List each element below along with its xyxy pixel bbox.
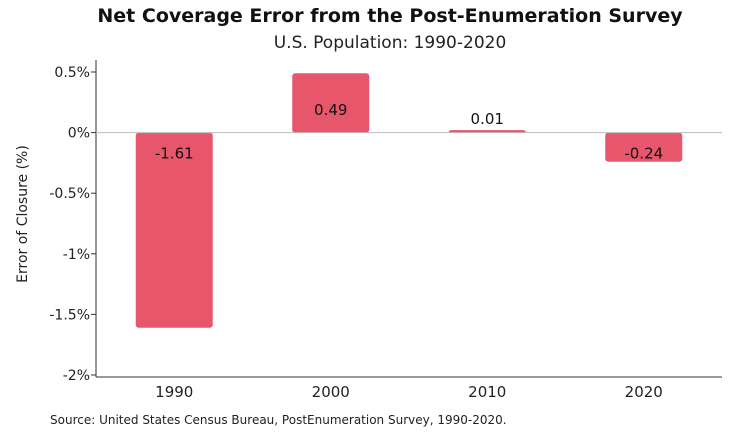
data-label: 0.01 — [471, 110, 504, 128]
y-tick-label: 0.5% — [54, 65, 90, 81]
chart-subtitle: U.S. Population: 1990-2020 — [274, 33, 507, 53]
y-tick-label: -1% — [63, 247, 90, 263]
data-label: -0.24 — [624, 145, 663, 163]
source-note: Source: United States Census Bureau, Pos… — [50, 413, 507, 427]
x-category-label: 1990 — [155, 383, 193, 401]
y-axis-ticks: 0.5% 0% -0.5% -1% -1.5% -2% — [49, 65, 96, 384]
data-label: -1.61 — [155, 145, 194, 163]
y-tick-label: -1.5% — [49, 307, 90, 323]
x-axis-labels: 1990 2000 2010 2020 — [155, 383, 663, 401]
y-tick-label: 0% — [68, 126, 90, 142]
x-category-label: 2010 — [468, 383, 506, 401]
chart-title: Net Coverage Error from the Post-Enumera… — [97, 5, 683, 27]
y-tick-label: -0.5% — [49, 186, 90, 202]
bar-2020 — [605, 132, 683, 162]
bar-2000 — [292, 73, 370, 133]
y-axis-title: Error of Closure (%) — [15, 145, 31, 283]
y-tick-label: -2% — [63, 368, 90, 384]
x-category-label: 2000 — [312, 383, 350, 401]
data-labels-group: -1.61 0.49 0.01 -0.24 — [155, 101, 663, 162]
bar-1990 — [135, 132, 213, 328]
data-label: 0.49 — [314, 101, 347, 119]
x-category-label: 2020 — [625, 383, 663, 401]
bars-group — [135, 73, 683, 328]
bar-2010 — [448, 130, 526, 133]
